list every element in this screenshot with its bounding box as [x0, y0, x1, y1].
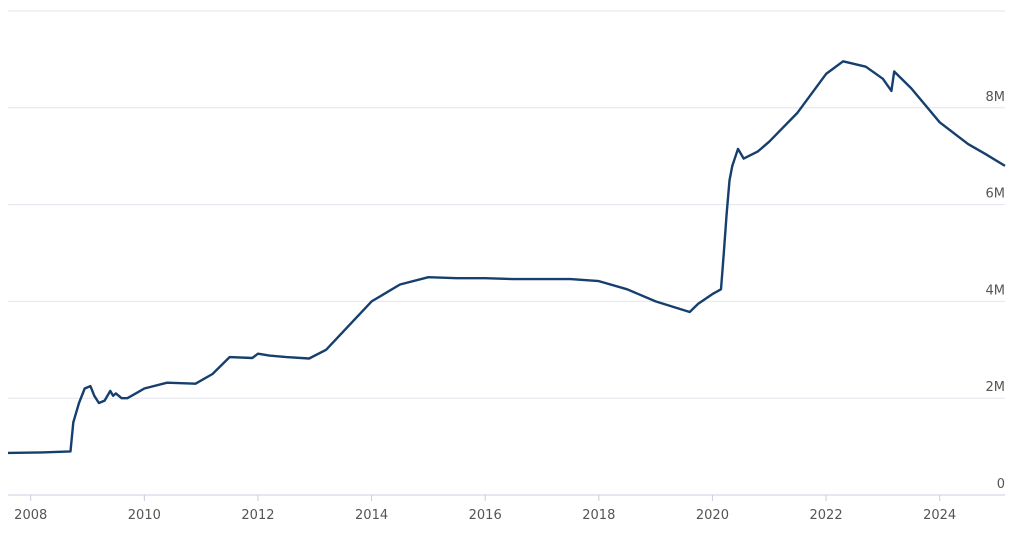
x-tick-label: 2008: [14, 508, 47, 523]
x-tick-label: 2010: [128, 508, 161, 523]
y-tick-label: 0: [997, 477, 1005, 492]
x-tick-label: 2022: [810, 508, 843, 523]
y-tick-label: 4M: [986, 283, 1006, 298]
y-tick-label: 8M: [986, 90, 1006, 105]
y-tick-label: 2M: [986, 380, 1006, 395]
x-tick-label: 2016: [469, 508, 502, 523]
x-axis-ticks: 2008 2010 2012 2014 2016 2018 2020 2022 2024: [14, 495, 956, 523]
x-tick-label: 2020: [696, 508, 729, 523]
x-tick-label: 2012: [241, 508, 274, 523]
x-tick-label: 2014: [355, 508, 388, 523]
series-line: [7, 60, 1006, 455]
gridlines: [8, 10, 1005, 496]
y-tick-label: 6M: [986, 187, 1006, 202]
x-tick-label: 2024: [923, 508, 956, 523]
x-tick-label: 2018: [582, 508, 615, 523]
y-axis-ticks: 0 2M 4M 6M 8M: [986, 90, 1006, 492]
